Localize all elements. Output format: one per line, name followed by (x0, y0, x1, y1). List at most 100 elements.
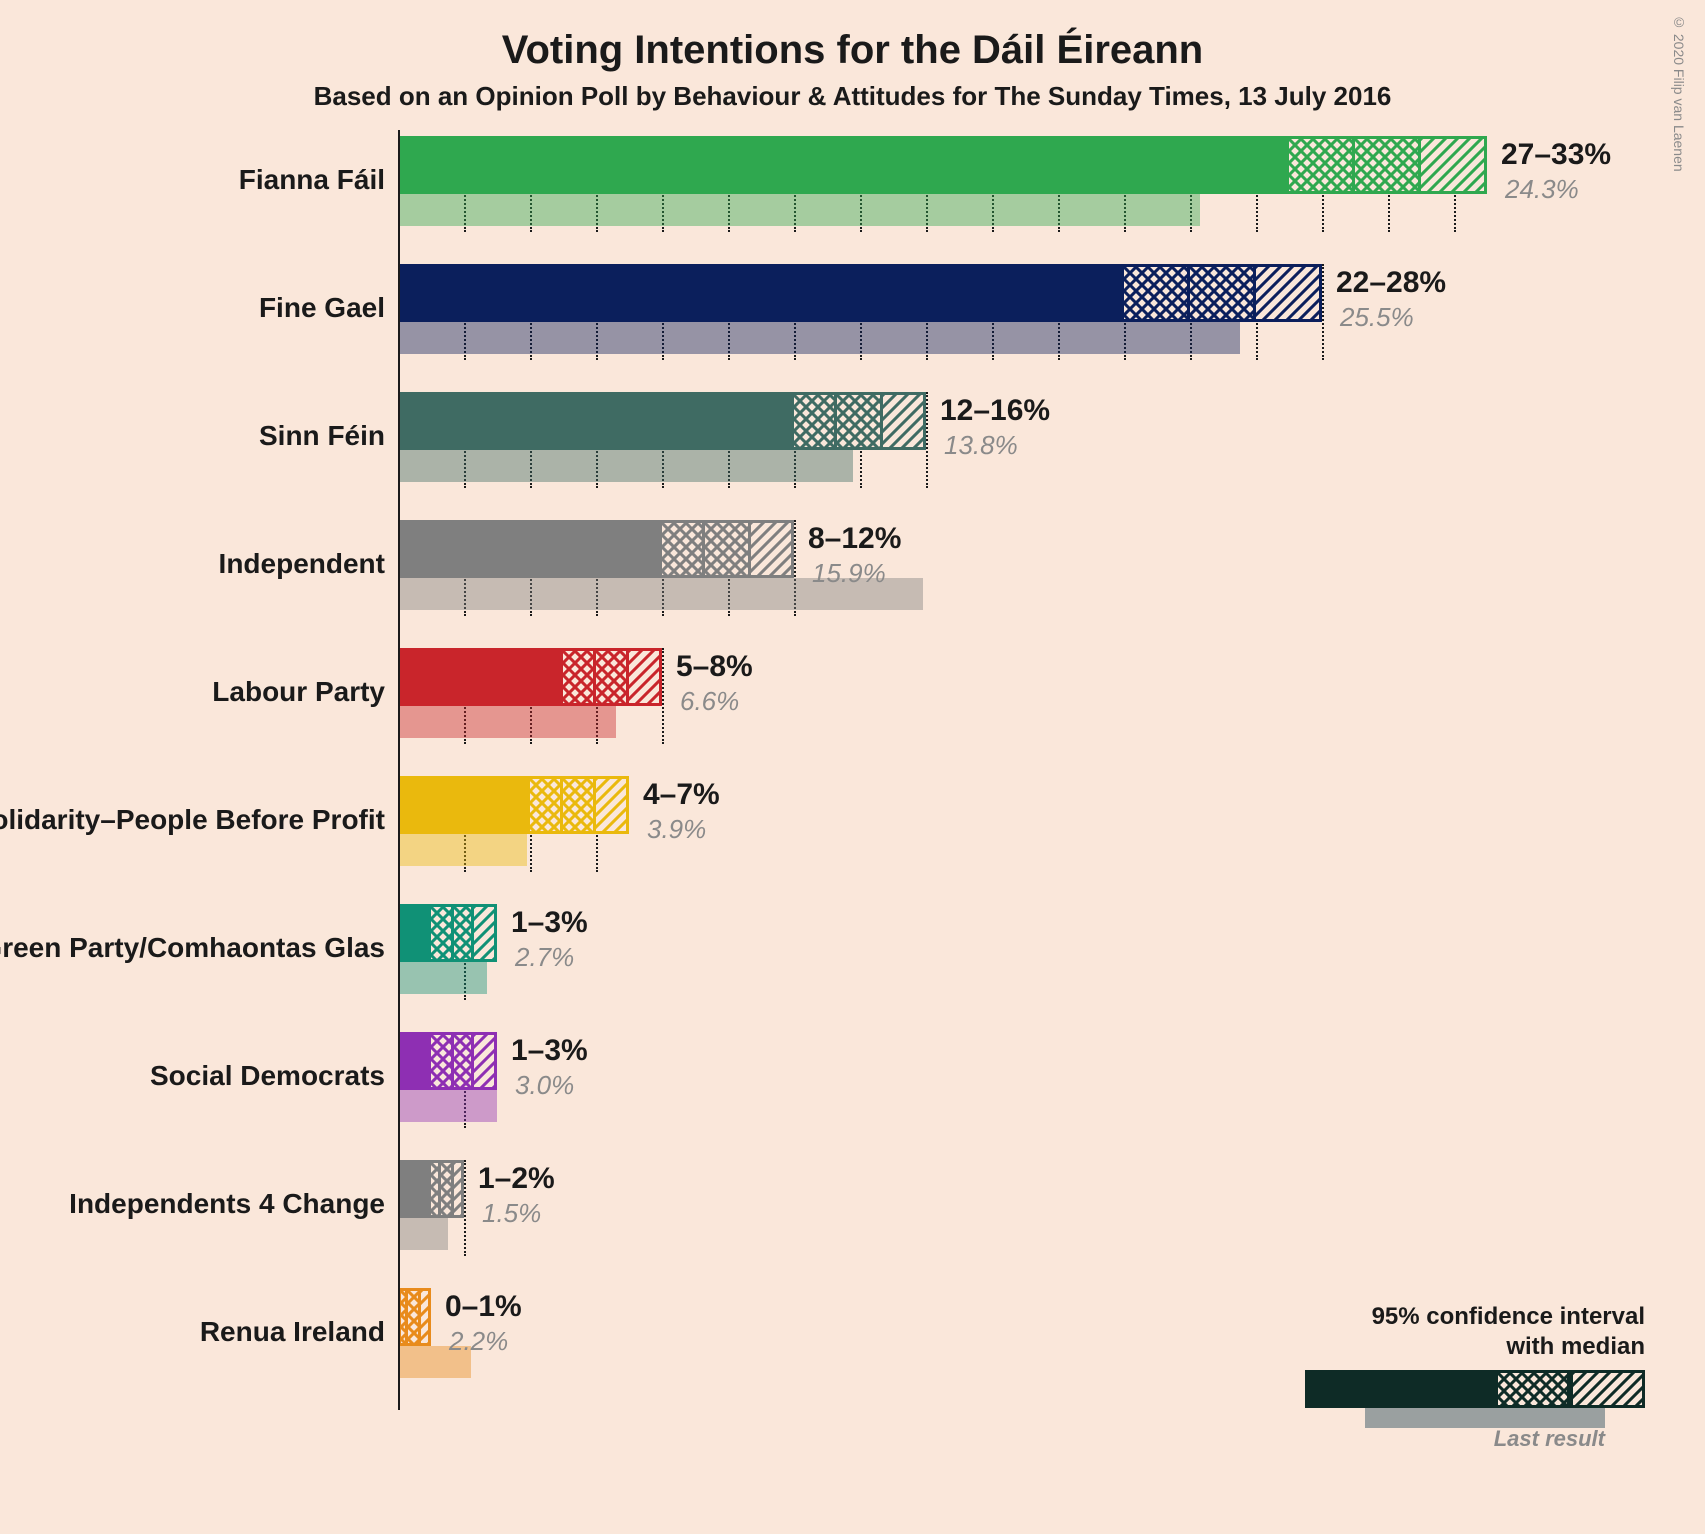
previous-label: 3.0% (515, 1070, 574, 1101)
party-row: Sinn Féin 12–16%13.8% (0, 386, 1705, 506)
party-row: Social Democrats 1–3%3.0% (0, 1026, 1705, 1146)
party-label: Sinn Féin (259, 420, 385, 452)
chart-title: Voting Intentions for the Dáil Éireann (0, 0, 1705, 73)
ci-crosshatch-low (1124, 264, 1190, 322)
ci-crosshatch-mid (454, 1032, 474, 1090)
range-label: 12–16% (940, 394, 1050, 428)
previous-result-bar (398, 1090, 497, 1122)
ci-low-bar (398, 1032, 431, 1090)
bar-group: 5–8%6.6% (398, 642, 1598, 762)
ci-diag-high (474, 904, 497, 962)
ci-crosshatch-mid (705, 520, 751, 578)
party-label: Fine Gael (259, 292, 385, 324)
previous-result-bar (398, 962, 487, 994)
bar-group: 27–33%24.3% (398, 130, 1598, 250)
range-label: 1–3% (511, 906, 588, 940)
ci-diag-high (629, 648, 662, 706)
ci-crosshatch-low (662, 520, 705, 578)
ci-low-bar (398, 904, 431, 962)
party-label: Independent (219, 548, 385, 580)
previous-result-bar (398, 706, 616, 738)
ci-low-bar (398, 648, 563, 706)
bar-group: 1–3%3.0% (398, 1026, 1598, 1146)
ci-low-bar (398, 264, 1124, 322)
previous-label: 15.9% (812, 558, 886, 589)
previous-label: 25.5% (1340, 302, 1414, 333)
ci-crosshatch-mid (837, 392, 883, 450)
ci-diag-high (751, 520, 794, 578)
party-row: Independent 8–12%15.9% (0, 514, 1705, 634)
bar-group: 4–7%3.9% (398, 770, 1598, 890)
ci-diag-high (474, 1032, 497, 1090)
party-row: Solidarity–People Before Profit 4–7%3.9% (0, 770, 1705, 890)
bar-group: 22–28%25.5% (398, 258, 1598, 378)
party-label: Social Democrats (150, 1060, 385, 1092)
ci-crosshatch-mid (1355, 136, 1421, 194)
ci-low-bar (398, 520, 662, 578)
range-label: 22–28% (1336, 266, 1446, 300)
ci-diag-high (596, 776, 629, 834)
ci-crosshatch-low (431, 1160, 441, 1218)
bar-chart: Fianna Fáil 27–33%24.3% Fine Gael 22–28%25.… (0, 130, 1705, 1450)
party-row: Fianna Fáil 27–33%24.3% (0, 130, 1705, 250)
previous-label: 24.3% (1505, 174, 1579, 205)
legend-sample: Last result (1305, 1370, 1645, 1444)
ci-low-bar (398, 776, 530, 834)
ci-diag-high (883, 392, 926, 450)
ci-crosshatch-low (563, 648, 596, 706)
range-label: 8–12% (808, 522, 901, 556)
chart-subtitle: Based on an Opinion Poll by Behaviour & … (0, 81, 1705, 112)
party-label: Solidarity–People Before Profit (0, 804, 385, 836)
previous-label: 2.2% (449, 1326, 508, 1357)
legend-crosshatch (1495, 1370, 1570, 1408)
party-label: Green Party/Comhaontas Glas (0, 932, 385, 964)
party-label: Independents 4 Change (69, 1188, 385, 1220)
previous-result-bar (398, 450, 853, 482)
legend: 95% confidence interval with median Last… (1305, 1302, 1645, 1444)
ci-crosshatch-mid (408, 1288, 421, 1346)
ci-diag-high (454, 1160, 464, 1218)
party-label: Fianna Fáil (239, 164, 385, 196)
range-label: 27–33% (1501, 138, 1611, 172)
previous-result-bar (398, 194, 1200, 226)
legend-last-label: Last result (1494, 1426, 1605, 1452)
previous-label: 13.8% (944, 430, 1018, 461)
previous-label: 3.9% (647, 814, 706, 845)
ci-crosshatch-low (794, 392, 837, 450)
range-label: 4–7% (643, 778, 720, 812)
ci-diag-high (421, 1288, 431, 1346)
bar-group: 1–3%2.7% (398, 898, 1598, 1018)
range-label: 5–8% (676, 650, 753, 684)
ci-low-bar (398, 136, 1289, 194)
range-label: 1–3% (511, 1034, 588, 1068)
party-label: Renua Ireland (200, 1316, 385, 1348)
bar-group: 8–12%15.9% (398, 514, 1598, 634)
ci-low-bar (398, 1160, 431, 1218)
ci-crosshatch-low (530, 776, 563, 834)
party-row: Independents 4 Change 1–2%1.5% (0, 1154, 1705, 1274)
ci-low-bar (398, 392, 794, 450)
range-label: 1–2% (478, 1162, 555, 1196)
ci-crosshatch-low (431, 1032, 454, 1090)
previous-result-bar (398, 834, 527, 866)
legend-solid-bar (1305, 1370, 1495, 1408)
party-row: Labour Party 5–8%6.6% (0, 642, 1705, 762)
previous-label: 2.7% (515, 942, 574, 973)
ci-diag-high (1256, 264, 1322, 322)
bar-group: 12–16%13.8% (398, 386, 1598, 506)
legend-diag-hatch (1570, 1370, 1645, 1408)
previous-label: 1.5% (482, 1198, 541, 1229)
ci-crosshatch-mid (441, 1160, 454, 1218)
y-axis (398, 130, 400, 1410)
ci-crosshatch-low (1289, 136, 1355, 194)
ci-crosshatch-mid (1190, 264, 1256, 322)
legend-last-bar (1365, 1408, 1605, 1428)
ci-crosshatch-low (431, 904, 454, 962)
ci-crosshatch-mid (596, 648, 629, 706)
previous-result-bar (398, 1218, 448, 1250)
ci-crosshatch-mid (454, 904, 474, 962)
range-label: 0–1% (445, 1290, 522, 1324)
ci-diag-high (1421, 136, 1487, 194)
party-label: Labour Party (212, 676, 385, 708)
legend-line1: 95% confidence interval (1372, 1303, 1645, 1330)
